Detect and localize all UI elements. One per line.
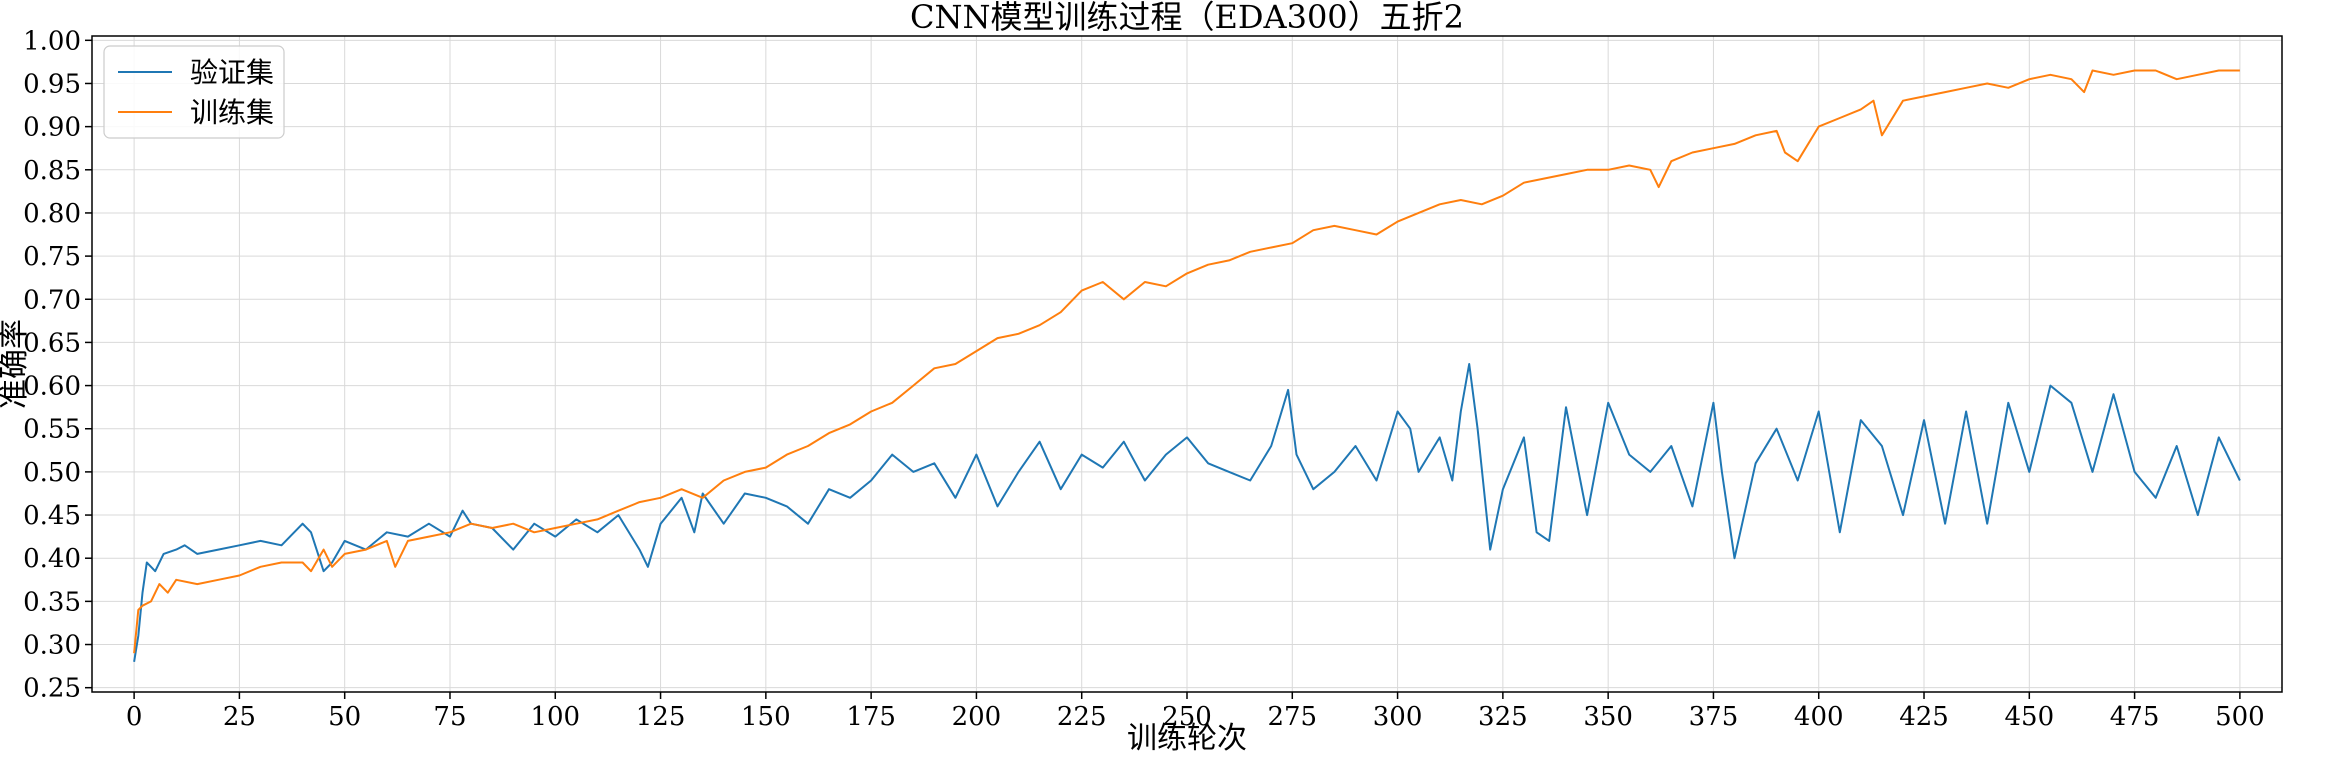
legend-label-validation: 验证集	[190, 56, 274, 89]
y-tick-label: 0.55	[23, 415, 81, 445]
chart-title: CNN模型训练过程（EDA300）五折2	[910, 0, 1464, 36]
series-lines	[133, 69, 2241, 662]
y-axis-title: 准确率	[0, 319, 32, 409]
x-tick-label: 250	[1162, 702, 1212, 732]
x-tick-label: 125	[636, 702, 686, 732]
y-tick-label: 0.60	[23, 372, 81, 402]
y-tick-label: 0.85	[23, 156, 81, 186]
y-tick-label: 0.45	[23, 501, 81, 531]
x-tick-label: 425	[1899, 702, 1949, 732]
x-tick-label: 350	[1583, 702, 1633, 732]
y-tick-label: 0.65	[23, 328, 81, 358]
y-tick-label: 0.40	[23, 544, 81, 574]
x-tick-label: 0	[126, 702, 143, 732]
x-tick-label: 200	[952, 702, 1002, 732]
legend-box	[103, 45, 285, 139]
x-tick-label: 475	[2110, 702, 2160, 732]
x-tick-label: 450	[2004, 702, 2054, 732]
x-tick-label: 225	[1057, 702, 1107, 732]
y-tick-label: 1.00	[23, 26, 81, 56]
x-tick-label: 100	[530, 702, 580, 732]
x-tick-label: 25	[223, 702, 256, 732]
y-tick-label: 0.35	[23, 587, 81, 617]
legend: 验证集 训练集	[103, 45, 285, 139]
x-tick-label: 375	[1689, 702, 1739, 732]
y-tick-label: 0.95	[23, 69, 81, 99]
series-line-validation	[133, 363, 2241, 662]
y-tick-label: 0.30	[23, 631, 81, 661]
x-tick-label: 300	[1373, 702, 1423, 732]
y-tick-label: 0.50	[23, 458, 81, 488]
y-tick-label: 0.80	[23, 199, 81, 229]
grid	[92, 36, 2282, 692]
x-tick-label: 175	[846, 702, 896, 732]
series-line-training	[133, 69, 2240, 654]
y-tick-label: 0.90	[23, 113, 81, 143]
legend-label-training: 训练集	[190, 96, 274, 129]
x-tick-label: 275	[1267, 702, 1317, 732]
axis-ticks: 0 25 50 75 100 125 150 175 200 225 250 275 300 325 350…	[23, 26, 2265, 732]
y-tick-label: 0.25	[23, 674, 81, 704]
x-tick-label: 150	[741, 702, 791, 732]
x-tick-label: 500	[2215, 702, 2265, 732]
x-tick-label: 75	[433, 702, 466, 732]
x-tick-label: 325	[1478, 702, 1528, 732]
y-tick-label: 0.75	[23, 242, 81, 272]
y-tick-label: 0.70	[23, 285, 81, 315]
x-tick-label: 400	[1794, 702, 1844, 732]
x-axis-title: 训练轮次	[1127, 721, 1247, 756]
x-tick-label: 50	[328, 702, 361, 732]
